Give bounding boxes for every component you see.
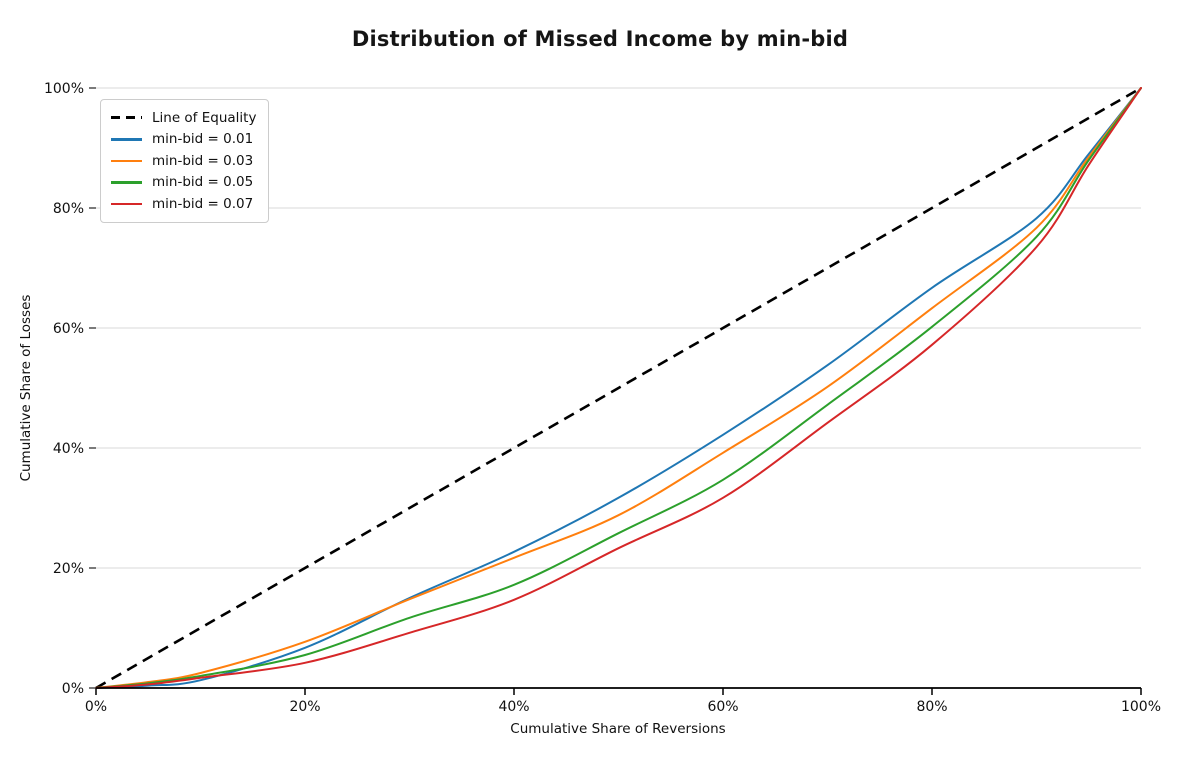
series-line	[95, 87, 1142, 689]
y-tick-label: 80%	[53, 201, 84, 217]
line-swatch-icon	[111, 202, 142, 205]
legend-entry: min-bid = 0.01	[111, 129, 256, 151]
line-swatch-icon	[111, 138, 142, 141]
line-swatch-icon	[111, 159, 142, 162]
y-tick-label: 40%	[53, 441, 84, 457]
tick-labels: 0% 20% 40% 60% 80% 100% 0% 20% 40% 60% 80% 100%	[44, 81, 1161, 715]
x-tick-label: 80%	[916, 699, 947, 715]
x-tick-label: 60%	[707, 699, 738, 715]
legend-entry: min-bid = 0.07	[111, 193, 256, 215]
series-line	[95, 87, 1142, 689]
legend-label: min-bid = 0.03	[152, 152, 254, 169]
data-series-lines	[95, 86, 1142, 690]
line-swatch-icon	[111, 181, 142, 184]
legend-label: min-bid = 0.07	[152, 195, 254, 212]
x-tick-label: 100%	[1121, 699, 1161, 715]
legend-label: min-bid = 0.05	[152, 174, 254, 191]
legend: Line of Equality min-bid = 0.01 min-bid = …	[100, 99, 270, 223]
x-axis-label: Cumulative Share of Reversions	[510, 721, 725, 737]
equality-line	[95, 86, 1142, 690]
y-tick-label: 100%	[44, 81, 84, 97]
x-tick-label: 0%	[85, 699, 107, 715]
legend-entry: min-bid = 0.03	[111, 150, 256, 172]
legend-label: Line of Equality	[152, 109, 257, 126]
dashed-line-swatch-icon	[111, 116, 142, 120]
x-tick-label: 20%	[289, 699, 320, 715]
legend-entry: Line of Equality	[111, 107, 256, 129]
y-tick-label: 0%	[62, 681, 84, 697]
axes	[89, 87, 1142, 695]
y-tick-label: 20%	[53, 561, 84, 577]
chart-title: Distribution of Missed Income by min-bid	[351, 27, 849, 51]
series-line	[95, 87, 1142, 689]
y-axis-label: Cumulative Share of Losses	[18, 295, 34, 482]
y-tick-label: 60%	[53, 321, 84, 337]
x-tick-label: 40%	[498, 699, 529, 715]
legend-entry: min-bid = 0.05	[111, 172, 256, 194]
legend-label: min-bid = 0.01	[152, 131, 254, 148]
